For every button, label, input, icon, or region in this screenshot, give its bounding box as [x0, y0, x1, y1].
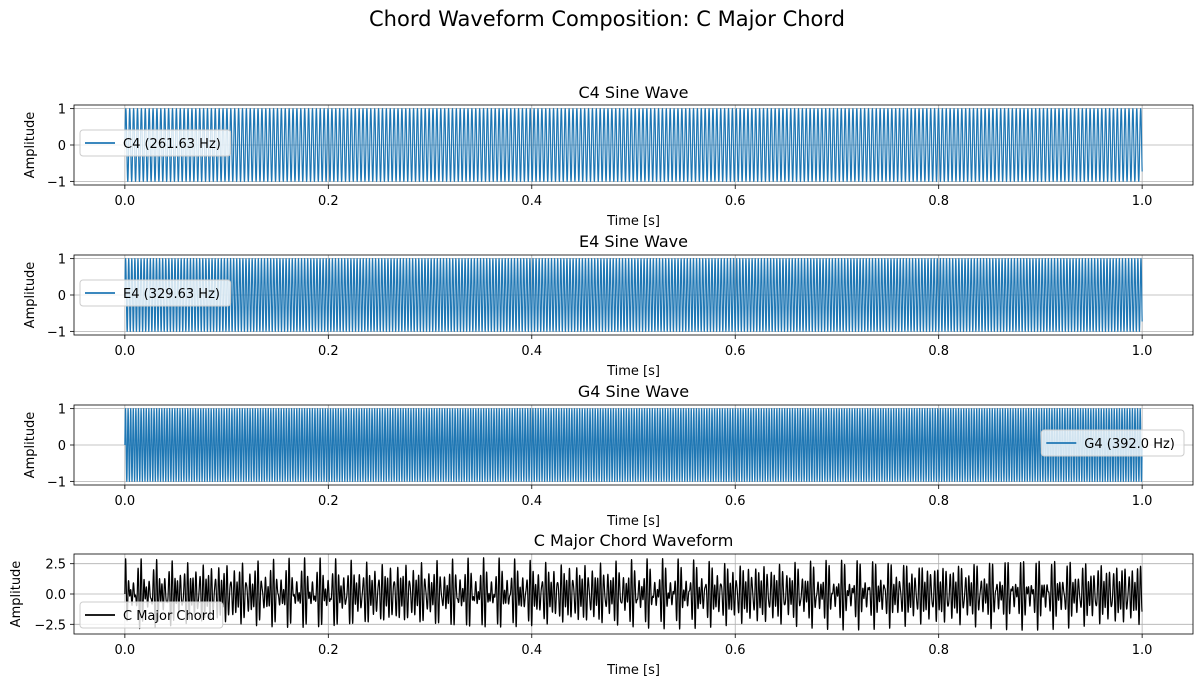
y-tick-label: −1: [47, 325, 66, 340]
x-tick-label: 0.2: [318, 194, 339, 209]
legend-entry: C Major Chord: [123, 609, 215, 624]
legend-box: [1040, 429, 1185, 457]
y-tick-label: 0: [58, 139, 66, 154]
x-tick-label: 0.0: [115, 194, 136, 209]
y-tick-label: 0: [58, 439, 66, 454]
x-tick-label: 0.8: [928, 194, 949, 209]
x-tick-label: 0.6: [725, 194, 746, 209]
series-line: [124, 557, 1143, 631]
x-axis-label: Time [s]: [606, 663, 660, 678]
panel-title: G4 Sine Wave: [578, 382, 689, 401]
y-tick-label: −2.5: [34, 618, 66, 633]
y-axis-label: Amplitude: [23, 262, 38, 329]
x-tick-label: 0.4: [521, 194, 542, 209]
x-tick-label: 0.2: [318, 494, 339, 509]
x-tick-label: 0.0: [115, 344, 136, 359]
x-tick-label: 0.6: [725, 643, 746, 658]
x-tick-label: 1.0: [1132, 643, 1153, 658]
panel-title: C Major Chord Waveform: [534, 531, 734, 550]
x-tick-label: 0.0: [115, 643, 136, 658]
x-tick-label: 0.4: [521, 643, 542, 658]
x-tick-label: 0.8: [928, 344, 949, 359]
y-tick-label: −1: [47, 175, 66, 190]
legend: E4 (329.63 Hz): [79, 279, 232, 307]
y-tick-label: 1: [58, 253, 66, 268]
legend-box: [79, 601, 224, 629]
x-tick-label: 0.6: [725, 344, 746, 359]
chart-panel-2: E4 Sine Wave 0.0 0.2 0.4 0.6 0.8 1.0 −1 0 1 Time […: [23, 232, 1194, 379]
series-line: [124, 108, 1143, 182]
x-tick-label: 1.0: [1132, 494, 1153, 509]
legend-box: [79, 279, 232, 307]
legend-entry: E4 (329.63 Hz): [123, 287, 220, 302]
x-axis-label: Time [s]: [606, 514, 660, 529]
legend-box: [79, 129, 232, 157]
y-axis-label: Amplitude: [23, 112, 38, 179]
series-line: [124, 258, 1143, 332]
chart-panel-1: C4 Sine Wave 0.0 0.2 0.4 0.6 0.8 1.0 −1 0 1 Time […: [23, 83, 1194, 229]
y-tick-label: 1: [58, 103, 66, 118]
x-tick-label: 1.0: [1132, 194, 1153, 209]
x-tick-label: 0.2: [318, 643, 339, 658]
y-tick-label: 0.0: [45, 588, 66, 603]
legend-entry: C4 (261.63 Hz): [123, 137, 221, 152]
legend-entry: G4 (392.0 Hz): [1084, 437, 1175, 452]
series-line: [124, 408, 1143, 482]
y-tick-label: 0: [58, 289, 66, 304]
y-tick-label: 2.5: [45, 558, 66, 573]
x-tick-label: 0.4: [521, 494, 542, 509]
y-tick-label: 1: [58, 403, 66, 418]
chart-panel-4: C Major Chord Waveform 0.0 0.2 0.4 0.6 0.8 1.0…: [9, 531, 1194, 678]
legend: G4 (392.0 Hz): [1040, 429, 1185, 457]
figure-title: Chord Waveform Composition: C Major Chor…: [369, 7, 845, 31]
x-tick-label: 0.2: [318, 344, 339, 359]
x-tick-label: 0.6: [725, 494, 746, 509]
x-tick-label: 0.8: [928, 494, 949, 509]
x-axis-label: Time [s]: [606, 364, 660, 379]
x-tick-label: 0.8: [928, 643, 949, 658]
legend: C4 (261.63 Hz): [79, 129, 232, 157]
panel-title: C4 Sine Wave: [578, 83, 688, 102]
y-axis-label: Amplitude: [23, 412, 38, 479]
chart-panel-3: G4 Sine Wave 0.0 0.2 0.4 0.6 0.8 1.0 −1 0 1 Time […: [23, 382, 1194, 529]
x-tick-label: 0.0: [115, 494, 136, 509]
legend: C Major Chord: [79, 601, 224, 629]
x-tick-label: 0.4: [521, 344, 542, 359]
x-tick-label: 1.0: [1132, 344, 1153, 359]
panel-title: E4 Sine Wave: [579, 232, 688, 251]
y-tick-label: −1: [47, 475, 66, 490]
y-axis-label: Amplitude: [9, 561, 24, 628]
x-axis-label: Time [s]: [606, 214, 660, 229]
